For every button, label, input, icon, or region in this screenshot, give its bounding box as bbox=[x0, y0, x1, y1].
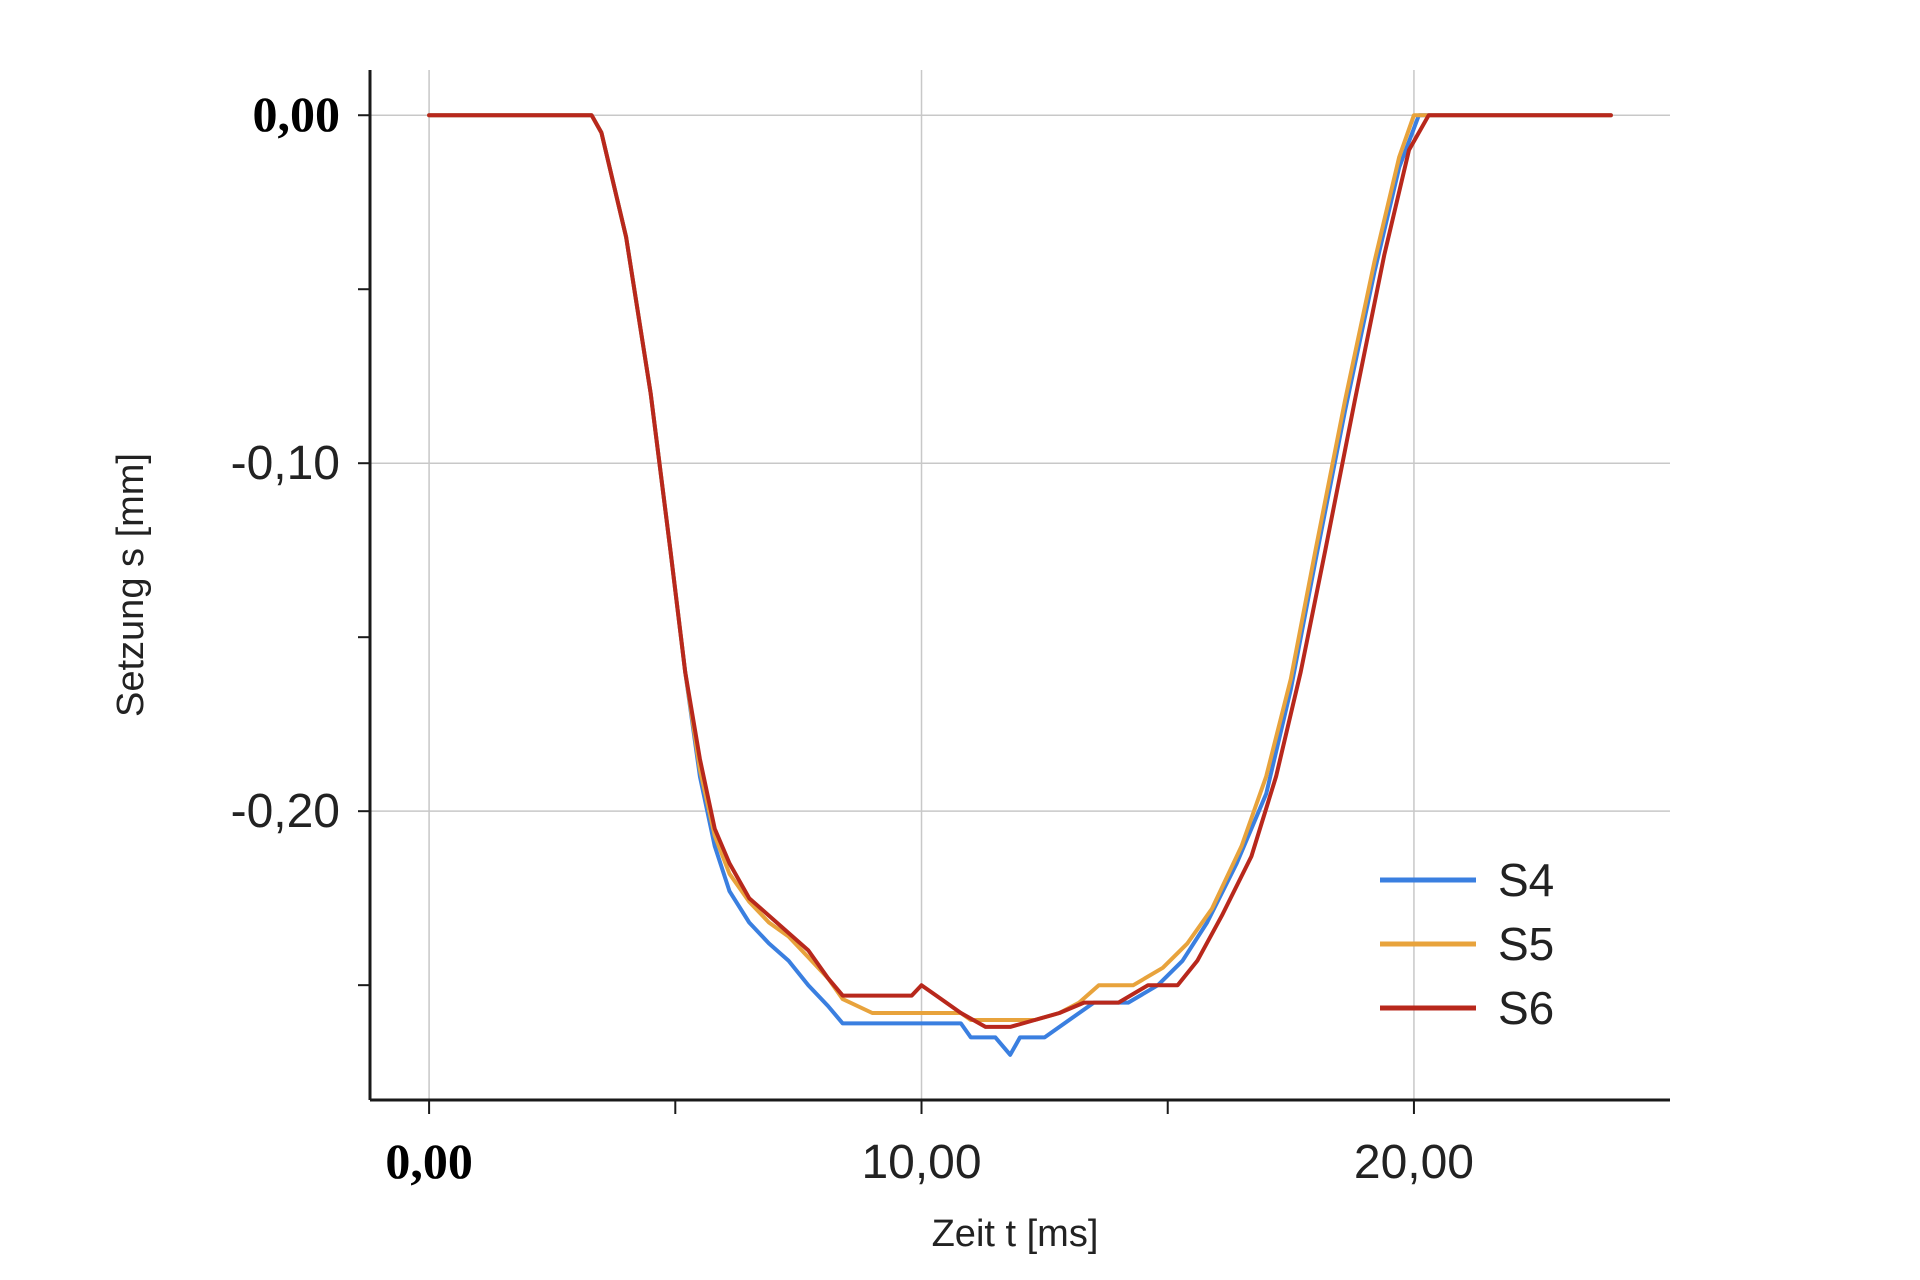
legend-label-s5: S5 bbox=[1498, 918, 1554, 970]
y-axis-title: Setzung s [mm] bbox=[110, 453, 152, 717]
legend-label-s6: S6 bbox=[1498, 982, 1554, 1034]
tick-labels: 0,00 10,00 20,00 0,00 -0,10 -0,20 bbox=[231, 86, 1474, 1189]
y-tick-label: 0,00 bbox=[253, 86, 341, 142]
axes bbox=[358, 70, 1670, 1114]
x-tick-label: 10,00 bbox=[861, 1136, 981, 1189]
series-lines bbox=[427, 113, 1613, 1057]
x-axis-title: Zeit t [ms] bbox=[932, 1213, 1099, 1255]
legend-label-s4: S4 bbox=[1498, 854, 1554, 906]
legend: S4 S5 S6 bbox=[1380, 854, 1554, 1034]
x-tick-label: 20,00 bbox=[1354, 1136, 1474, 1189]
series-line-s5 bbox=[427, 113, 1613, 1022]
y-tick-label: -0,10 bbox=[231, 437, 340, 490]
x-tick-label: 0,00 bbox=[385, 1133, 473, 1189]
series-line-s6 bbox=[427, 113, 1613, 1029]
series-line-s4 bbox=[427, 113, 1613, 1057]
y-tick-label: -0,20 bbox=[231, 785, 340, 838]
